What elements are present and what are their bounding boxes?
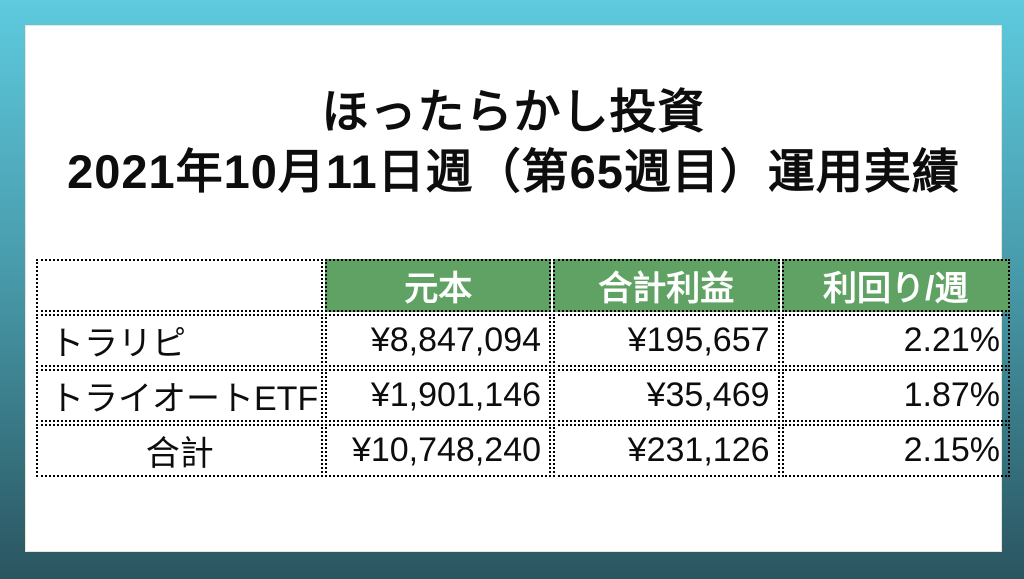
cell-profit: ¥231,126 xyxy=(553,424,780,477)
cell-profit: ¥195,657 xyxy=(553,314,780,367)
title-line-1: ほったらかし投資 xyxy=(321,85,706,138)
page-title: ほったらかし投資 2021年10月11日週（第65週目）運用実績 xyxy=(26,82,1001,202)
cell-yield: 1.87% xyxy=(781,369,1010,422)
header-principal: 元本 xyxy=(325,259,552,312)
slide-card: ほったらかし投資 2021年10月11日週（第65週目）運用実績 元本 合計利益… xyxy=(25,25,1010,552)
row-label: 合計 xyxy=(36,424,324,477)
table-row-total: 合計 ¥10,748,240 ¥231,126 2.15% xyxy=(36,424,1010,477)
cell-principal: ¥10,748,240 xyxy=(325,424,552,477)
row-label: トラリピ xyxy=(36,314,324,367)
table-row-toraripi: トラリピ ¥8,847,094 ¥195,657 2.21% xyxy=(36,314,1010,367)
table-header-row: 元本 合計利益 利回り/週 xyxy=(36,259,1010,312)
cell-yield: 2.21% xyxy=(781,314,1010,367)
cell-yield: 2.15% xyxy=(781,424,1010,477)
header-yield-per-week: 利回り/週 xyxy=(781,259,1010,312)
results-table: 元本 合計利益 利回り/週 トラリピ ¥8,847,094 ¥195,657 2… xyxy=(34,257,1012,479)
header-total-profit: 合計利益 xyxy=(553,259,780,312)
table-row-triauto-etf: トライオートETF ¥1,901,146 ¥35,469 1.87% xyxy=(36,369,1010,422)
cell-profit: ¥35,469 xyxy=(553,369,780,422)
header-blank-cell xyxy=(36,259,324,312)
cell-principal: ¥8,847,094 xyxy=(325,314,552,367)
row-label: トライオートETF xyxy=(36,369,324,422)
cell-principal: ¥1,901,146 xyxy=(325,369,552,422)
title-line-2: 2021年10月11日週（第65週目）運用実績 xyxy=(67,145,960,198)
